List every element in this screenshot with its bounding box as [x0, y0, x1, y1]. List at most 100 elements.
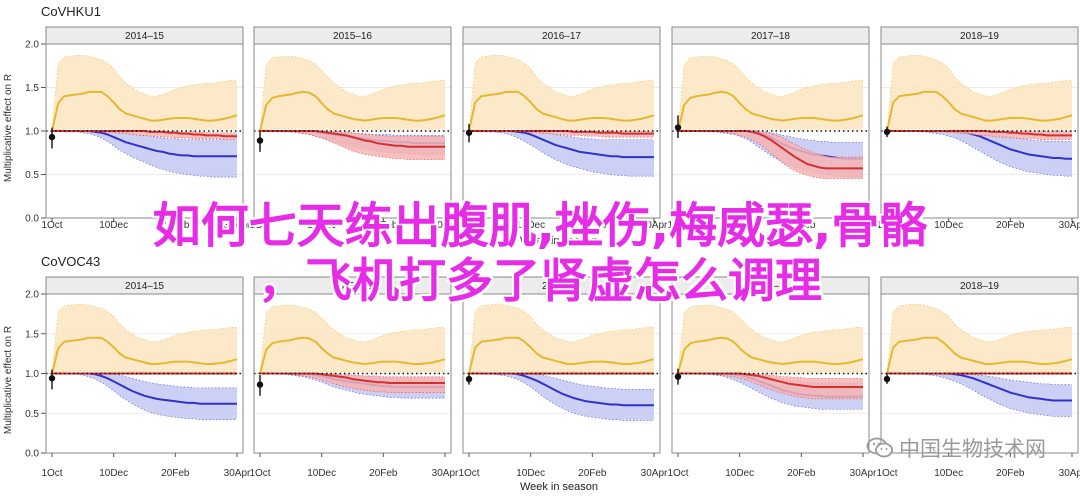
facet-panel-5: 2018–19 1Oct 10Dec 20Feb 30Apr	[876, 276, 1080, 479]
facet-strip-label: 2017–18	[751, 31, 790, 42]
yellow-series-line	[259, 90, 446, 132]
x-tick-label: 30Apr	[224, 220, 251, 231]
x-tick-label: 30Apr	[1059, 468, 1080, 479]
yellow-ci-upper	[259, 55, 445, 132]
yellow-series-line	[51, 336, 238, 374]
x-tick-label: 1Oct	[667, 468, 688, 479]
y-tick-label: 0.0	[25, 449, 39, 460]
yellow-ci-lower	[51, 370, 237, 374]
blue-ci-lower	[678, 130, 863, 178]
wechat-icon	[866, 437, 893, 458]
point-estimate	[256, 381, 264, 388]
yellow-ci-band	[887, 55, 1072, 131]
x-tick-label: 30Apr	[1059, 220, 1080, 231]
y-tick-label: 0.5	[25, 170, 39, 181]
point-estimate	[48, 133, 56, 141]
red-ci-upper	[260, 373, 445, 378]
y-tick-label: 2.0	[25, 40, 39, 51]
panel-border	[45, 43, 244, 219]
panel-border	[253, 293, 452, 454]
panel-border	[880, 293, 1079, 454]
x-axis-label: Week in season	[520, 235, 598, 247]
yellow-ci-lower	[886, 370, 1072, 374]
blue-ci-band	[678, 373, 863, 410]
yellow-ci-lower	[677, 128, 863, 132]
facet-panel-5: 2018–19 1Oct 10Dec 20Feb 30Apr	[876, 26, 1080, 231]
facet-strip-label: 2014–15	[125, 31, 164, 42]
blue-ci-band	[52, 131, 237, 178]
yellow-ci-upper	[886, 303, 1072, 374]
blue-ci-band	[469, 373, 654, 421]
blue-ci-lower	[260, 373, 445, 399]
red-ci-lower	[887, 130, 1072, 141]
watermark: 中国生物技术网	[866, 433, 1046, 463]
yellow-series-line	[886, 336, 1073, 374]
blue-ci-band	[469, 131, 654, 177]
x-tick-label: 20Feb	[787, 220, 816, 231]
x-tick-label: 10Dec	[934, 220, 963, 231]
panel-border	[671, 293, 870, 454]
red-ci-lower	[469, 130, 654, 138]
x-tick-label: 1Oct	[41, 220, 62, 231]
x-tick-label: 10Dec	[99, 468, 128, 479]
facet-strip-label: 2016–17	[542, 281, 581, 292]
point-estimate	[674, 373, 682, 380]
y-axis-label: Multiplicative effect on R	[3, 326, 14, 434]
yellow-ci-upper	[259, 304, 445, 374]
yellow-ci-lower	[51, 128, 237, 132]
x-tick-label: 30Apr	[850, 468, 877, 479]
blue-ci-upper	[887, 373, 1072, 385]
yellow-series-line	[259, 336, 446, 374]
yellow-series-line	[51, 90, 238, 132]
red-ci-upper	[678, 373, 863, 379]
panel-border	[45, 293, 244, 454]
facet-panel-1: 2014–15 1Oct 10Dec 20Feb 30Apr	[41, 26, 251, 231]
yellow-ci-lower	[259, 128, 445, 132]
yellow-ci-band	[260, 305, 445, 374]
blue-ci-lower	[52, 373, 237, 420]
blue-ci-band	[887, 373, 1072, 417]
x-tick-label: 10Dec	[99, 220, 128, 231]
x-tick-label: 1Oct	[458, 220, 479, 231]
red-ci-lower	[52, 130, 237, 141]
x-tick-label: 30Apr	[641, 468, 668, 479]
facet-strip-label: 2016–17	[542, 31, 581, 42]
x-tick-label: 30Apr	[224, 468, 251, 479]
point-estimate	[465, 375, 473, 383]
panel-border	[880, 43, 1079, 219]
facet-strip-label: 2015–16	[333, 31, 372, 42]
x-axis-label: Week in season	[520, 481, 598, 493]
y-tick-label: 1.5	[25, 83, 39, 94]
x-tick-label: 20Feb	[996, 220, 1025, 231]
point-estimate	[883, 375, 891, 383]
facet-panel-3: 2016–17 1Oct 10Dec 20Feb 30Apr	[458, 26, 668, 231]
yellow-ci-band	[469, 304, 654, 374]
facet-panel-4: 2017–18 1Oct 10Dec 20Feb 30Apr	[667, 26, 877, 231]
x-tick-label: 30Apr	[850, 220, 877, 231]
x-tick-label: 20Feb	[787, 468, 816, 479]
x-tick-label: 10Dec	[307, 468, 336, 479]
yellow-ci-band	[469, 55, 654, 131]
x-tick-label: 1Oct	[249, 468, 270, 479]
yellow-ci-upper	[51, 303, 237, 374]
panel-border	[462, 43, 661, 219]
yellow-ci-lower	[259, 370, 445, 374]
x-tick-label: 20Feb	[578, 468, 607, 479]
point-estimate	[883, 128, 891, 136]
facet-panel-3: 2016–17 1Oct 10Dec 20Feb 30Apr	[458, 276, 668, 479]
yellow-series-line	[677, 336, 864, 374]
red-ci-lower	[678, 373, 863, 400]
x-tick-label: 20Feb	[161, 220, 190, 231]
yellow-series-line	[468, 336, 655, 374]
y-tick-label: 0.0	[25, 214, 39, 225]
blue-ci-upper	[469, 130, 654, 141]
point-estimate	[465, 129, 473, 136]
point-estimate	[48, 375, 56, 382]
facet-strip-label: 2017–18	[751, 281, 790, 292]
x-tick-label: 1Oct	[667, 220, 688, 231]
y-tick-label: 2.0	[25, 290, 39, 301]
chart-block-1: CoVHKU1 Multiplicative effect on R 0.0 0.5 1…	[3, 4, 1080, 247]
x-tick-label: 20Feb	[578, 220, 607, 231]
yellow-ci-upper	[51, 54, 237, 132]
